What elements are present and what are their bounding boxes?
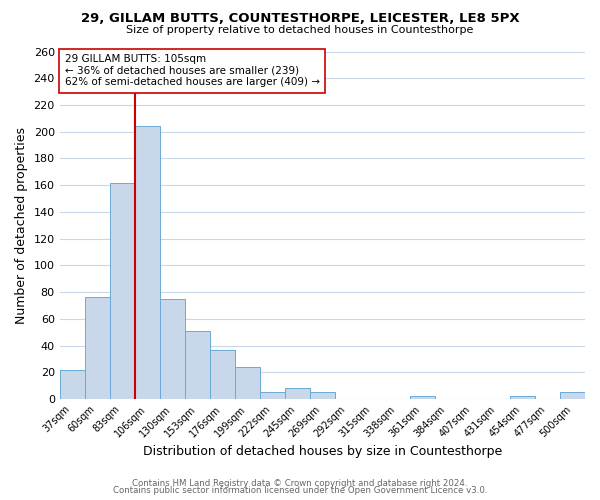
Bar	[310, 392, 335, 399]
Bar	[160, 299, 185, 399]
Text: Contains public sector information licensed under the Open Government Licence v3: Contains public sector information licen…	[113, 486, 487, 495]
Text: 29, GILLAM BUTTS, COUNTESTHORPE, LEICESTER, LE8 5PX: 29, GILLAM BUTTS, COUNTESTHORPE, LEICEST…	[80, 12, 520, 26]
Bar	[59, 370, 85, 399]
Bar	[410, 396, 435, 399]
Bar	[560, 392, 585, 399]
Text: Size of property relative to detached houses in Countesthorpe: Size of property relative to detached ho…	[127, 25, 473, 35]
Bar	[85, 298, 110, 399]
Bar	[285, 388, 310, 399]
Bar	[185, 331, 210, 399]
Text: Contains HM Land Registry data © Crown copyright and database right 2024.: Contains HM Land Registry data © Crown c…	[132, 478, 468, 488]
Bar	[135, 126, 160, 399]
Bar	[210, 350, 235, 399]
Bar	[110, 182, 135, 399]
Bar	[235, 367, 260, 399]
Text: 29 GILLAM BUTTS: 105sqm
← 36% of detached houses are smaller (239)
62% of semi-d: 29 GILLAM BUTTS: 105sqm ← 36% of detache…	[65, 54, 320, 88]
Bar	[260, 392, 285, 399]
Y-axis label: Number of detached properties: Number of detached properties	[15, 127, 28, 324]
X-axis label: Distribution of detached houses by size in Countesthorpe: Distribution of detached houses by size …	[143, 444, 502, 458]
Bar	[510, 396, 535, 399]
